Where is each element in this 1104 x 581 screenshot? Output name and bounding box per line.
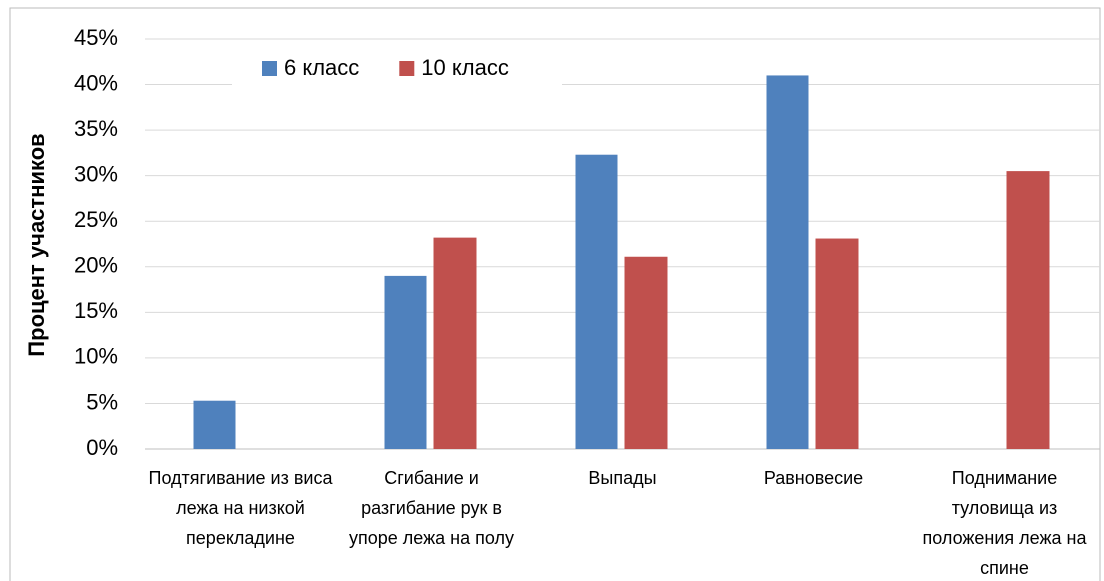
legend-swatch <box>262 61 277 76</box>
y-tick-label: 30% <box>74 161 118 186</box>
bar <box>433 237 477 449</box>
y-tick-label: 15% <box>74 298 118 323</box>
legend-label: 10 класс <box>421 55 509 80</box>
y-tick-label: 25% <box>74 207 118 232</box>
x-tick-label: Сгибание и разгибание рук в упоре лежа н… <box>349 468 514 548</box>
y-axis-title: Процент участников <box>24 133 49 356</box>
x-tick-label: Подтягивание из виса лежа на низкой пере… <box>148 468 333 548</box>
y-tick-label: 40% <box>74 70 118 95</box>
x-tick-label: Равновесие <box>763 468 864 488</box>
y-tick-label: 5% <box>86 389 118 414</box>
bar <box>624 256 668 449</box>
chart-border <box>9 7 1101 581</box>
y-tick-label: 0% <box>86 435 118 460</box>
legend-swatch <box>399 61 415 76</box>
x-tick-label: Выпады <box>588 468 657 488</box>
y-tick-label: 20% <box>74 253 118 278</box>
legend-label: 6 класс <box>284 55 359 80</box>
y-tick-label: 45% <box>74 25 118 50</box>
bar <box>1006 171 1050 449</box>
bar <box>766 75 809 449</box>
y-tick-label: 35% <box>74 116 118 141</box>
bar <box>193 400 236 449</box>
bar <box>815 238 859 449</box>
bar <box>575 154 618 449</box>
legend-box <box>232 48 562 90</box>
x-tick-label: Поднимание туловища из положения лежа на… <box>922 468 1087 578</box>
bar <box>384 275 427 449</box>
y-tick-label: 10% <box>74 344 118 369</box>
